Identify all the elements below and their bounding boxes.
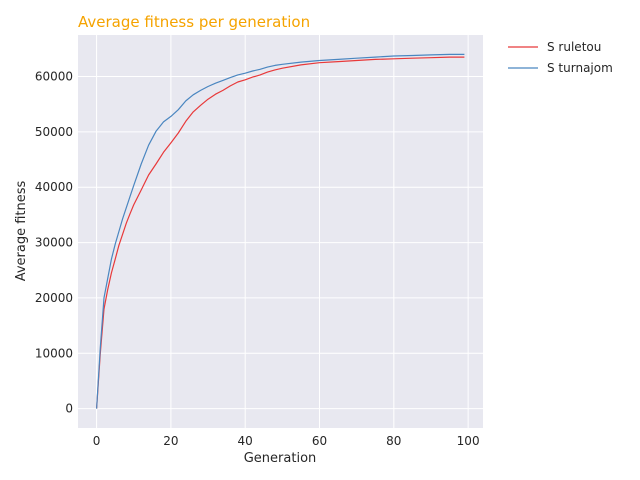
series-lines — [96, 53, 465, 409]
plot-background — [78, 35, 483, 428]
y-tick-label: 60000 — [35, 70, 73, 84]
series-line-s-ruletou — [96, 56, 465, 409]
y-axis-label: Average fitness — [14, 180, 29, 281]
y-tick-label: 50000 — [35, 125, 73, 139]
x-axis-ticks: 0 20 40 60 80 100 — [93, 434, 480, 448]
x-axis-label: Generation — [244, 451, 317, 466]
x-tick-label: 40 — [238, 434, 253, 448]
series-line-s-turnajom — [96, 53, 465, 409]
x-tick-label: 20 — [163, 434, 178, 448]
chart-title: Average fitness per generation — [78, 13, 310, 31]
x-tick-label: 80 — [386, 434, 401, 448]
legend: S ruletou S turnajom — [508, 40, 613, 75]
grid-lines — [78, 35, 483, 428]
y-axis-ticks: 0 10000 20000 30000 40000 50000 60000 — [35, 70, 73, 416]
legend-label-s-turnajom: S turnajom — [547, 61, 613, 75]
legend-label-s-ruletou: S ruletou — [547, 40, 601, 54]
x-tick-label: 100 — [457, 434, 480, 448]
x-tick-label: 60 — [312, 434, 327, 448]
y-tick-label: 20000 — [35, 291, 73, 305]
y-tick-label: 0 — [65, 402, 73, 416]
y-tick-label: 10000 — [35, 346, 73, 360]
y-tick-label: 30000 — [35, 236, 73, 250]
y-tick-label: 40000 — [35, 180, 73, 194]
x-tick-label: 0 — [93, 434, 101, 448]
